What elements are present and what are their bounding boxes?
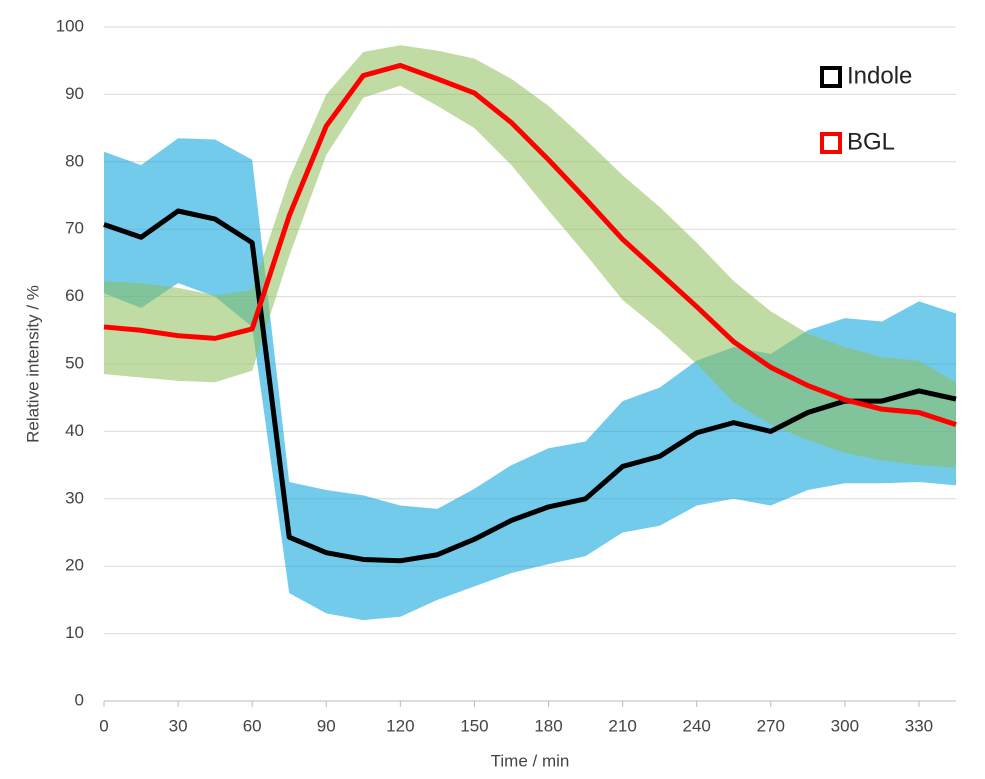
x-tick-label: 240 bbox=[683, 716, 711, 735]
legend-text: Indole bbox=[847, 62, 912, 89]
y-tick-label: 40 bbox=[65, 421, 84, 440]
y-tick-label: 30 bbox=[65, 488, 84, 507]
band bbox=[104, 138, 956, 621]
y-tick-label: 100 bbox=[56, 16, 84, 35]
y-tick-label: 0 bbox=[75, 690, 84, 709]
x-tick-label: 180 bbox=[534, 716, 562, 735]
x-tick-label: 270 bbox=[757, 716, 785, 735]
x-axis-title: Time / min bbox=[491, 751, 570, 770]
y-tick-label: 90 bbox=[65, 84, 84, 103]
legend-swatch bbox=[820, 66, 842, 88]
x-tick-label: 300 bbox=[831, 716, 859, 735]
x-tick-label: 0 bbox=[99, 716, 108, 735]
x-tick-label: 30 bbox=[169, 716, 188, 735]
y-tick-label: 70 bbox=[65, 219, 84, 238]
y-tick-label: 60 bbox=[65, 286, 84, 305]
x-tick-label: 210 bbox=[608, 716, 636, 735]
y-tick-label: 10 bbox=[65, 623, 84, 642]
legend-swatch bbox=[820, 132, 842, 154]
legend-text: BGL bbox=[847, 128, 895, 155]
y-axis-title: Relative intensity / % bbox=[23, 285, 42, 443]
x-tick-label: 150 bbox=[460, 716, 488, 735]
y-tick-label: 20 bbox=[65, 556, 84, 575]
x-tick-label: 330 bbox=[905, 716, 933, 735]
y-tick-label: 50 bbox=[65, 353, 84, 372]
x-tick-label: 120 bbox=[386, 716, 414, 735]
line bbox=[103, 208, 957, 564]
x-tick-label: 60 bbox=[243, 716, 262, 735]
y-tick-label: 80 bbox=[65, 151, 84, 170]
line bbox=[103, 62, 957, 428]
x-tick-label: 90 bbox=[317, 716, 336, 735]
